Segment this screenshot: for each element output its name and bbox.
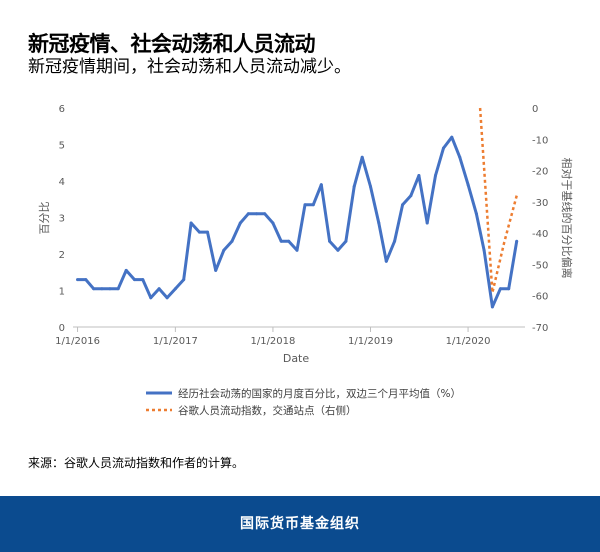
mobility-series-line xyxy=(478,107,518,293)
left-tick-label: 4 xyxy=(59,177,65,188)
left-tick-label: 1 xyxy=(59,287,65,298)
source-note: 来源：谷歌人员流动指数和作者的计算。 xyxy=(28,456,245,470)
x-tick-label: 1/1/2016 xyxy=(55,336,100,347)
left-tick-label: 3 xyxy=(59,214,65,225)
unrest-series-line xyxy=(77,135,519,309)
legend-label-mobility: 谷歌人员流动指数，交通站点（右侧） xyxy=(178,404,357,417)
right-tick-label: -70 xyxy=(532,323,548,334)
x-tick-label: 1/1/2018 xyxy=(250,336,295,347)
footer-bar: 国际货币基金组织 xyxy=(0,496,600,552)
left-tick-label: 2 xyxy=(59,250,65,261)
right-tick-label: -30 xyxy=(532,198,548,209)
footer-org-name: 国际货币基金组织 xyxy=(240,516,360,532)
left-tick-label: 5 xyxy=(59,141,65,152)
left-axis-label: 百分比 xyxy=(38,202,51,235)
right-tick-label: -60 xyxy=(532,292,548,303)
right-axis-label: 相对于基线的百分比偏离 xyxy=(560,158,574,279)
x-tick-label: 1/1/2020 xyxy=(446,336,491,347)
x-tick-label: 1/1/2017 xyxy=(153,336,198,347)
right-tick-label: -10 xyxy=(532,135,548,146)
left-tick-label: 6 xyxy=(59,104,65,115)
right-tick-label: 0 xyxy=(532,104,538,115)
line-chart: 0 1 2 3 4 5 6 0 -10 -20 -30 -40 -50 -60 -70 1/1/2016 1… xyxy=(38,104,574,417)
x-tick-label: 1/1/2019 xyxy=(348,336,393,347)
legend-label-unrest: 经历社会动荡的国家的月度百分比，双边三个月平均值（%） xyxy=(178,387,461,400)
left-tick-label: 0 xyxy=(59,323,65,334)
x-axis-label: Date xyxy=(283,352,310,365)
right-tick-label: -50 xyxy=(532,260,548,271)
chart-title: 新冠疫情、社会动荡和人员流动 xyxy=(28,32,316,56)
right-tick-label: -40 xyxy=(532,229,548,240)
right-tick-label: -20 xyxy=(532,167,548,178)
chart-subtitle: 新冠疫情期间，社会动荡和人员流动减少。 xyxy=(28,57,351,77)
